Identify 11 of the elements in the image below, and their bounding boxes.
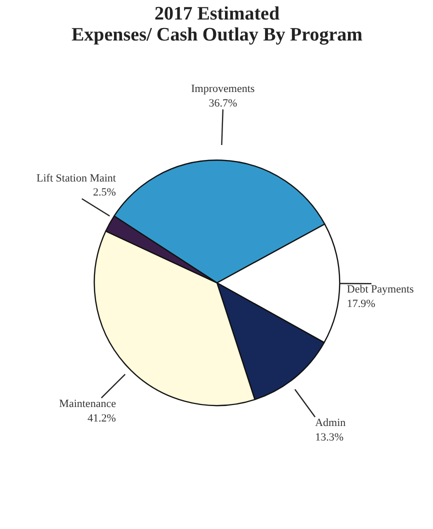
slice-label: Debt Payments — [346, 284, 414, 296]
slice-label: Admin — [315, 416, 346, 429]
slice-label: Lift Station Maint — [36, 172, 116, 184]
data-label: 2.5% — [93, 186, 116, 199]
slice-label: Maintenance — [59, 398, 116, 410]
data-label: 13.3% — [315, 431, 344, 444]
data-label: 36.7% — [208, 97, 238, 110]
data-label: 17.9% — [346, 298, 376, 310]
data-label: 41.2% — [88, 412, 116, 424]
chart-title: 2017 Estimated Expenses/ Cash Outlay By Program — [72, 4, 363, 46]
slice-label: Improvements — [191, 82, 255, 95]
